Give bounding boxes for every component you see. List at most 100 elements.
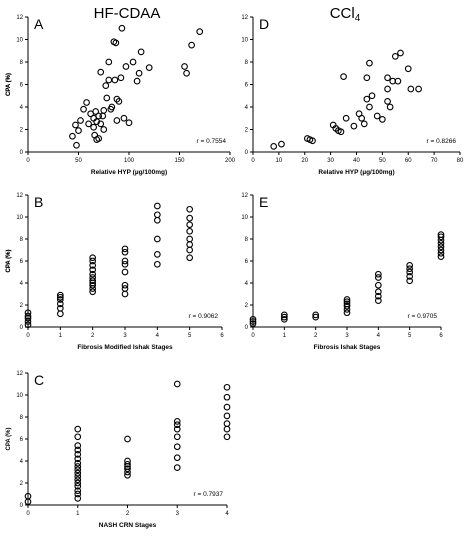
data-point [103,94,111,102]
y-tick-label: 0 [245,325,249,331]
panel-letter: E [259,194,268,210]
correlation-label: r = 0.8266 [427,138,457,145]
y-tick-label: 12 [241,193,248,199]
data-point [366,59,373,67]
data-point [124,471,131,479]
data-point [89,262,97,269]
x-tick-label: 80 [457,158,464,164]
data-point [173,421,181,429]
data-point [280,315,288,323]
y-tick-label: 6 [20,83,24,89]
data-point [223,425,231,433]
data-point [223,412,231,420]
y-tick-label: 6 [245,83,249,89]
y-tick-label: 0 [20,150,24,156]
data-point [89,274,97,281]
y-tick-label: 8 [245,237,249,243]
y-tick-label: 10 [16,38,23,44]
data-point [74,476,82,484]
data-point [384,98,391,105]
data-point [437,243,445,251]
x-tick-label: 0 [26,158,30,164]
data-point [343,300,351,308]
data-point [186,235,194,243]
data-point [280,313,288,321]
data-point [343,296,351,303]
data-point [186,241,194,248]
data-point [56,300,64,308]
correlation-label: r = 0.7937 [194,491,224,498]
data-point [124,465,131,473]
x-tick-label: 0 [26,511,30,517]
data-point [74,425,82,433]
y-tick-label: 0 [245,150,249,156]
data-point [97,68,105,76]
data-point [145,64,153,71]
data-point [75,127,82,134]
y-tick-label: 10 [241,215,248,221]
data-point [186,254,194,262]
data-point [153,260,161,268]
data-point [56,296,64,303]
data-point [358,114,366,122]
x-tick-label: 150 [174,158,185,164]
panel-letter: D [259,16,269,32]
data-point [437,233,445,241]
data-point [113,117,121,124]
data-point [56,304,64,312]
y-tick-label: 2 [20,481,24,487]
x-tick-label: 70 [431,158,438,164]
data-point [124,435,131,443]
data-point [415,85,422,93]
data-point [386,103,394,111]
data-point [278,140,285,148]
data-point [124,460,131,468]
data-point [117,74,125,82]
data-point [97,120,105,128]
data-point [397,49,404,57]
x-tick-label: 100 [124,158,135,164]
data-point [153,235,161,243]
y-tick-label: 12 [16,371,23,377]
data-point [133,77,141,85]
data-point [125,119,133,127]
y-tick-label: 10 [16,393,23,399]
data-point [89,254,97,262]
x-tick-label: 4 [377,333,381,339]
data-point [337,128,345,136]
x-tick-label: 6 [439,333,443,339]
data-point [74,459,82,467]
y-tick-label: 8 [245,60,249,66]
data-point [74,487,82,495]
x-tick-label: 2 [91,333,95,339]
data-point [83,99,90,106]
data-point [120,114,128,122]
data-point [223,420,231,427]
correlation-label: r = 0.9062 [189,313,219,320]
correlation-label: r = 0.9705 [408,313,438,320]
data-point [173,454,181,462]
data-point [121,245,129,253]
data-point [74,451,82,458]
x-tick-label: 30 [327,158,334,164]
data-point [249,315,257,323]
data-point [188,41,195,49]
x-tick-label: 2 [314,333,318,339]
data-point [173,380,181,388]
data-point [153,216,161,224]
data-point [77,117,84,124]
title-ccl4: CCl4 [330,5,361,24]
data-point [394,77,402,85]
data-point [366,103,373,111]
data-point [24,492,32,500]
x-tick-label: 5 [188,333,192,339]
data-point [342,114,350,122]
data-point [74,479,82,487]
x-tick-label: 0 [251,158,255,164]
data-point [223,403,231,411]
data-point [223,393,231,401]
data-point [105,76,113,84]
